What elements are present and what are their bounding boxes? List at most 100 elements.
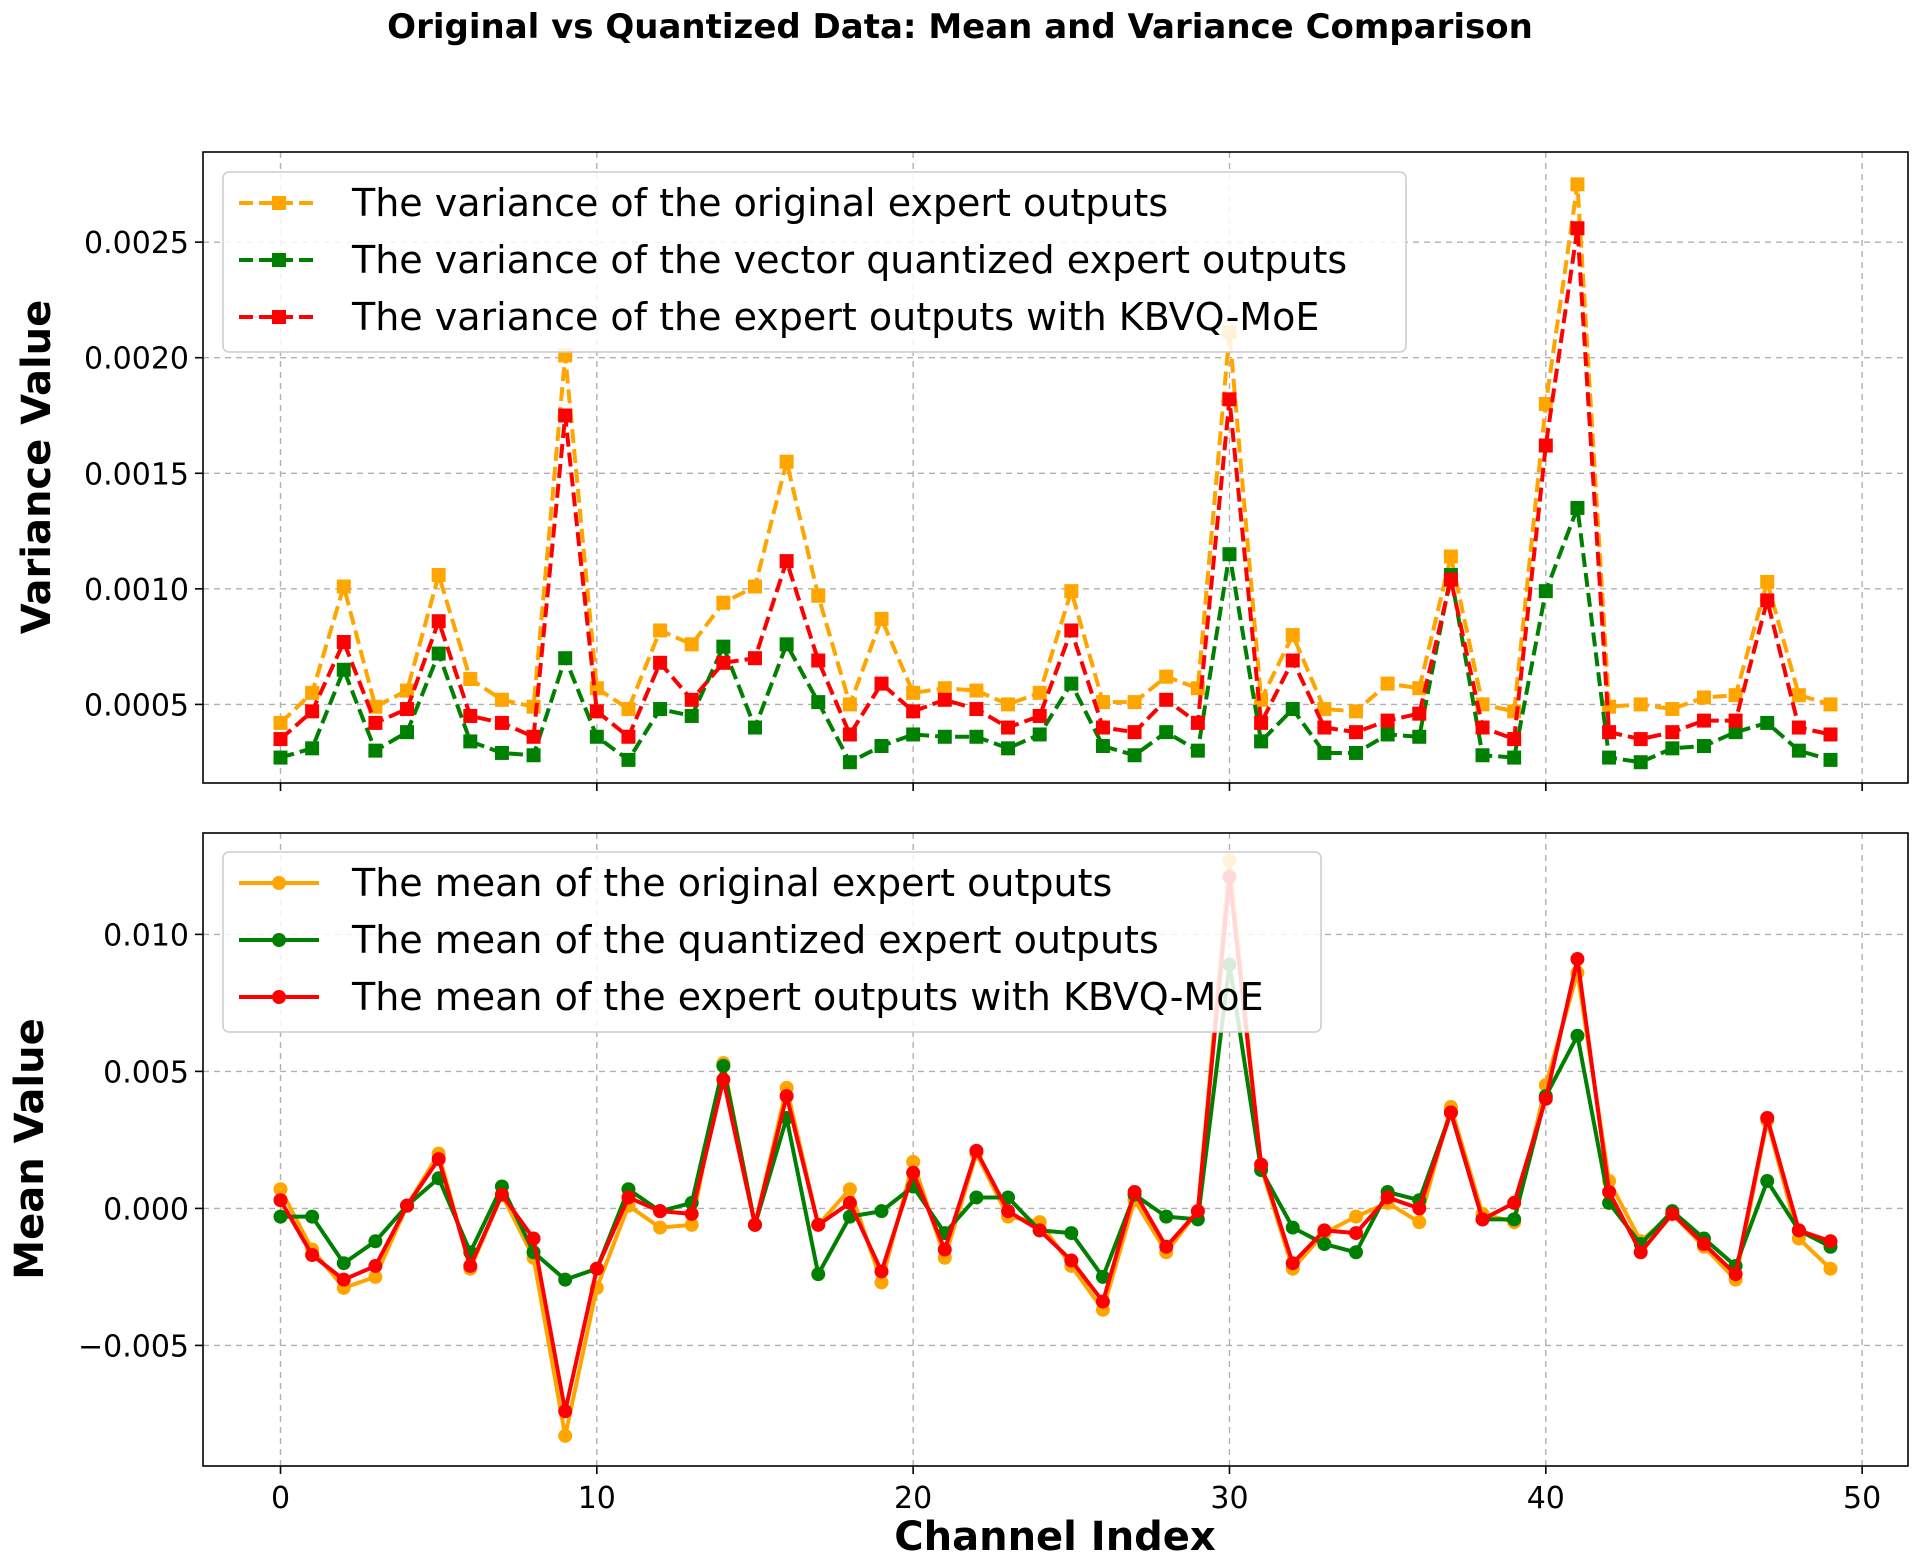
data-point <box>1475 720 1490 735</box>
legend-marker <box>272 933 286 947</box>
legend-label: The variance of the vector quantized exp… <box>351 238 1347 282</box>
data-point <box>1696 739 1711 754</box>
legend-item: The variance of the vector quantized exp… <box>239 238 1347 282</box>
data-point <box>1823 697 1838 712</box>
data-point <box>1538 438 1553 453</box>
data-point <box>1095 1269 1110 1284</box>
series-line <box>279 226 1831 742</box>
data-point <box>305 1248 320 1262</box>
data-point <box>1665 702 1680 717</box>
data-point <box>779 554 794 569</box>
data-point <box>273 715 288 730</box>
data-point <box>1602 750 1617 765</box>
data-point <box>747 651 762 666</box>
data-point <box>1095 720 1110 735</box>
y-tick-label: 0.0005 <box>84 688 189 723</box>
x-tick-label: 10 <box>578 1481 616 1516</box>
data-point <box>1064 584 1079 599</box>
data-point <box>842 755 857 770</box>
data-point <box>589 1261 604 1276</box>
data-point <box>558 1272 573 1287</box>
data-point <box>1001 697 1016 712</box>
legend-label: The mean of the original expert outputs <box>351 861 1112 905</box>
data-point <box>842 1195 857 1210</box>
data-point <box>653 1204 668 1219</box>
data-point <box>1159 692 1174 707</box>
x-tick-label: 50 <box>1843 1481 1881 1516</box>
data-point <box>1633 1245 1648 1260</box>
data-point <box>874 676 889 691</box>
data-point <box>368 1234 383 1249</box>
data-point <box>1159 669 1174 684</box>
legend-marker <box>272 990 286 1004</box>
data-point <box>1760 1110 1775 1125</box>
data-point <box>305 1209 320 1224</box>
data-point <box>811 695 826 710</box>
data-point <box>969 702 984 717</box>
data-point <box>1475 1212 1490 1227</box>
data-point <box>779 454 794 469</box>
data-point <box>684 637 699 652</box>
data-point <box>1728 688 1743 703</box>
data-point <box>716 655 731 670</box>
data-point <box>494 715 509 730</box>
data-point <box>1190 715 1205 730</box>
data-point <box>273 732 288 747</box>
data-point <box>1633 755 1648 770</box>
data-point <box>336 662 351 677</box>
legend-item: The mean of the expert outputs with KBVQ… <box>239 975 1264 1019</box>
data-point <box>906 727 921 742</box>
data-point <box>1570 952 1585 967</box>
data-point <box>1507 732 1522 747</box>
data-point <box>1412 729 1427 744</box>
data-point <box>1791 743 1806 758</box>
legend-label: The mean of the expert outputs with KBVQ… <box>351 975 1264 1019</box>
data-point <box>1349 725 1364 740</box>
data-point <box>779 1089 794 1104</box>
x-tick-label: 30 <box>1210 1481 1248 1516</box>
data-point <box>1254 734 1269 749</box>
data-point <box>1538 1091 1553 1106</box>
data-point <box>400 702 415 717</box>
series-1 <box>273 177 1838 730</box>
data-point <box>1633 732 1648 747</box>
data-point <box>1317 1237 1332 1252</box>
data-point <box>1349 745 1364 760</box>
data-point <box>1001 720 1016 735</box>
data-point <box>1222 392 1237 407</box>
data-point <box>1791 688 1806 703</box>
data-point <box>1507 1212 1522 1227</box>
data-point <box>305 704 320 719</box>
legend-marker <box>272 253 286 267</box>
data-point <box>1380 713 1395 728</box>
x-tick-label: 20 <box>894 1481 932 1516</box>
data-point <box>1791 720 1806 735</box>
data-point <box>684 1206 699 1221</box>
data-point <box>463 671 478 686</box>
data-point <box>1760 715 1775 730</box>
legend-item: The variance of the original expert outp… <box>239 181 1168 225</box>
series-line <box>278 874 1832 1414</box>
data-point <box>1443 549 1458 564</box>
mean-ylabel: Mean Value <box>7 1018 53 1279</box>
legend-marker <box>272 876 286 890</box>
data-point <box>747 1217 762 1232</box>
data-point <box>526 729 541 744</box>
data-point <box>1064 1253 1079 1268</box>
data-point <box>1285 1220 1300 1235</box>
data-point <box>400 1198 415 1213</box>
data-point <box>1127 748 1142 763</box>
data-point <box>937 1242 952 1257</box>
data-point <box>368 1258 383 1273</box>
data-point <box>273 750 288 765</box>
series-line <box>279 182 1832 725</box>
data-point <box>811 588 826 603</box>
data-point <box>1190 743 1205 758</box>
data-point <box>1760 1174 1775 1189</box>
data-point <box>684 692 699 707</box>
data-point <box>1696 713 1711 728</box>
data-point <box>937 729 952 744</box>
mean-axes-frame <box>202 832 1909 1467</box>
data-point <box>842 1182 857 1197</box>
